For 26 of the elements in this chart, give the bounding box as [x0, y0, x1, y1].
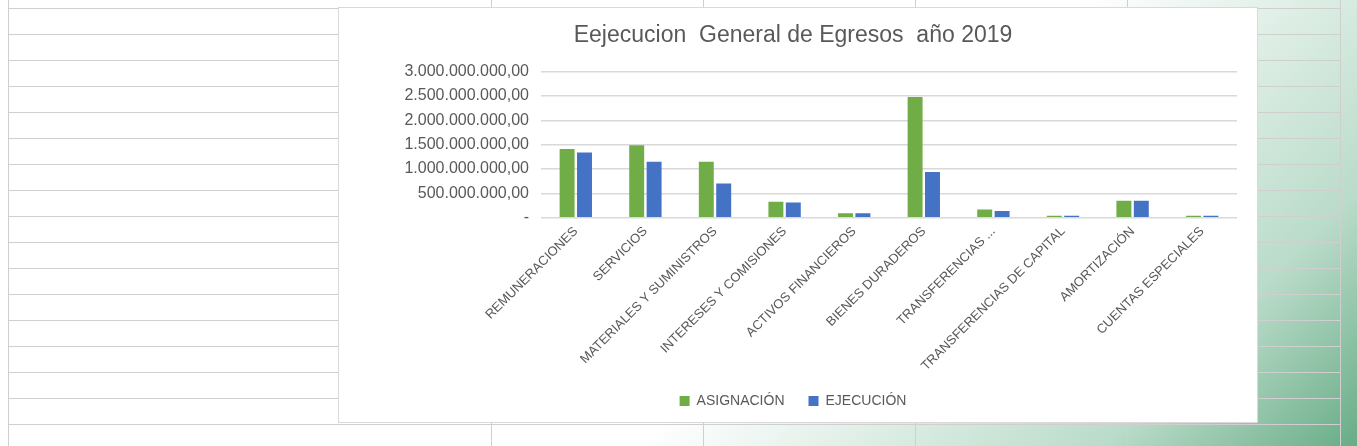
- chart-title: Eejecucion General de Egresos año 2019: [573, 21, 1013, 48]
- y-tick-label: 500.000.000,00: [417, 183, 530, 201]
- legend-label: EJECUCIÓN: [825, 391, 907, 408]
- bar: [1116, 200, 1132, 217]
- bar: [994, 210, 1010, 217]
- bar: [698, 161, 714, 217]
- y-tick-label: 2.500.000.000,00: [404, 86, 530, 104]
- legend-label: ASIGNACIÓN: [696, 391, 785, 408]
- bar: [768, 201, 784, 217]
- bar: [1133, 200, 1149, 217]
- bar: [907, 96, 923, 217]
- bar: [559, 149, 575, 217]
- y-tick-label: 1.000.000.000,00: [404, 159, 530, 177]
- bar: [646, 161, 662, 217]
- y-tick-label: -: [523, 208, 529, 226]
- y-tick-label: 2.000.000.000,00: [404, 110, 530, 128]
- bar: [855, 213, 871, 217]
- bar: [977, 209, 993, 217]
- bar: [925, 171, 940, 217]
- y-tick-label: 1.500.000.000,00: [404, 135, 530, 153]
- bar: [838, 213, 853, 217]
- y-tick-label: 3.000.000.000,00: [404, 62, 530, 80]
- bar: [577, 152, 592, 217]
- bar: [716, 183, 732, 217]
- bar: [785, 202, 801, 217]
- bar: [629, 145, 645, 217]
